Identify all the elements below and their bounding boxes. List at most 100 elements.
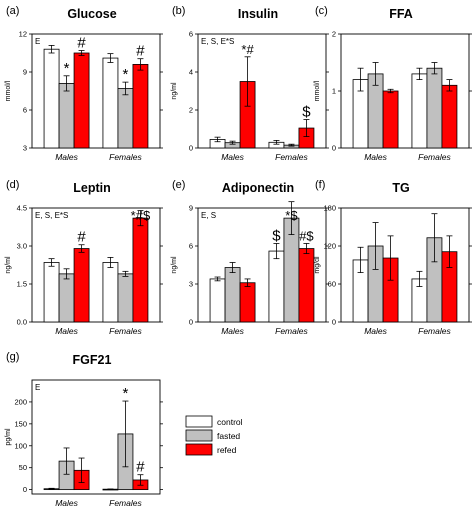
- y-tick-label: 1.5: [17, 280, 27, 289]
- y-axis-label: mmol/l: [5, 80, 12, 101]
- y-axis-label: pg/ml: [5, 428, 12, 446]
- bar-refed-females: [441, 84, 458, 149]
- significance-marker: *#$: [131, 208, 151, 223]
- y-tick-label: 9: [23, 68, 27, 77]
- legend-label-fasted: fasted: [217, 431, 240, 441]
- plot-frame: [31, 379, 161, 495]
- y-tick-label: 100: [14, 441, 27, 450]
- significance-marker: *$: [285, 208, 298, 223]
- y-axis-label: mmol/l: [314, 80, 321, 101]
- y-tick-label: 9: [189, 204, 193, 213]
- legend-label-refed: refed: [217, 445, 237, 455]
- chart-panel-fgf21: (g) FGF21 0 50 100 150 200 pg/ml E Males Females * #: [5, 351, 163, 508]
- y-tick-label: 0: [332, 318, 336, 327]
- significance-marker: #: [77, 34, 86, 51]
- legend-swatch-control: [185, 415, 213, 428]
- y-tick-label: 200: [14, 397, 27, 406]
- bar-control-males: [43, 262, 60, 323]
- significance-marker: #: [136, 459, 145, 476]
- y-tick-label: 0: [23, 485, 27, 494]
- bar-refed-females: [298, 248, 315, 323]
- y-tick-label: 150: [14, 419, 27, 428]
- significance-marker: $: [302, 104, 311, 121]
- stat-label: E, S: [201, 211, 216, 220]
- bar-fasted-males: [58, 273, 75, 323]
- y-tick-label: 6: [23, 106, 27, 115]
- panel-title: Insulin: [238, 7, 278, 21]
- significance-marker: #: [136, 43, 145, 60]
- legend-swatch-fasted: [185, 429, 213, 442]
- panel-letter: (f): [315, 179, 325, 191]
- y-axis-label: ng/ml: [5, 256, 12, 274]
- panel-letter: (c): [315, 5, 328, 17]
- stat-label: E, S, E*S: [201, 37, 234, 46]
- category-label: Males: [55, 152, 78, 162]
- stat-label: E: [35, 383, 40, 392]
- legend-swatch-refed: [185, 443, 213, 456]
- bar-refed-females: [132, 217, 149, 323]
- y-tick-label: 2: [189, 106, 193, 115]
- y-axis-label: ng/ml: [171, 256, 178, 274]
- category-label: Males: [364, 152, 387, 162]
- y-tick-label: 6: [189, 30, 193, 39]
- chart-panel-insulin: (b) Insulin 0 2 4 6 ng/ml E, S, E*S Males Females…: [171, 5, 329, 162]
- panel-letter: (g): [6, 351, 19, 363]
- chart-panel-tg: (f) TG 0 60 120 180 mg/dl Males Females: [314, 179, 472, 336]
- plot-frame: [197, 207, 327, 323]
- panel-letter: (d): [6, 179, 19, 191]
- bar-fasted-females: [426, 67, 443, 149]
- y-tick-label: 3: [189, 280, 193, 289]
- bar-control-females: [102, 57, 119, 149]
- legend: control fasted refed: [185, 415, 243, 456]
- panel-title: Leptin: [73, 181, 111, 195]
- category-label: Females: [275, 152, 308, 162]
- y-tick-label: 12: [19, 30, 27, 39]
- bar-control-females: [411, 73, 428, 149]
- category-label: Males: [55, 498, 78, 508]
- significance-marker: #$: [299, 228, 314, 243]
- bar-control-females: [102, 262, 119, 323]
- y-tick-label: 3.0: [17, 242, 27, 251]
- y-tick-label: 60: [328, 280, 336, 289]
- plot-frame: [31, 207, 161, 323]
- panel-title: FGF21: [73, 353, 112, 367]
- significance-marker: *: [123, 385, 129, 402]
- y-tick-label: 120: [323, 242, 336, 251]
- plot-frame: [340, 207, 470, 323]
- bar-fasted-females: [117, 88, 134, 149]
- legend-label-control: control: [217, 417, 243, 427]
- category-label: Females: [418, 152, 451, 162]
- panel-title: Adiponectin: [222, 181, 294, 195]
- y-tick-label: 4.5: [17, 204, 27, 213]
- y-tick-label: 0.0: [17, 318, 27, 327]
- bar-refed-males: [73, 248, 90, 323]
- category-label: Females: [109, 326, 142, 336]
- y-tick-label: 50: [19, 463, 27, 472]
- bar-fasted-females: [117, 273, 134, 323]
- significance-marker: *#: [241, 42, 254, 57]
- category-label: Males: [364, 326, 387, 336]
- category-label: Females: [109, 152, 142, 162]
- panel-title: Glucose: [67, 7, 116, 21]
- panel-letter: (e): [172, 179, 185, 191]
- y-tick-label: 4: [189, 68, 193, 77]
- y-tick-label: 0: [189, 144, 193, 153]
- bar-control-males: [209, 278, 226, 323]
- bar-refed-males: [239, 282, 256, 323]
- chart-panel-glucose: (a) Glucose 3 6 9 12 mmol/l E Males Females * # * #: [5, 5, 163, 162]
- y-tick-label: 0: [332, 144, 336, 153]
- significance-marker: *: [123, 66, 129, 83]
- y-tick-label: 1: [332, 87, 336, 96]
- category-label: Females: [418, 326, 451, 336]
- y-tick-label: 2: [332, 30, 336, 39]
- bar-fasted-males: [224, 267, 241, 323]
- plot-frame: [197, 33, 327, 149]
- y-tick-label: 6: [189, 242, 193, 251]
- y-tick-label: 0: [189, 318, 193, 327]
- stat-label: E: [35, 37, 40, 46]
- y-axis-label: mg/dl: [314, 256, 321, 274]
- bar-control-males: [43, 48, 60, 149]
- panel-title: TG: [392, 181, 409, 195]
- category-label: Males: [221, 152, 244, 162]
